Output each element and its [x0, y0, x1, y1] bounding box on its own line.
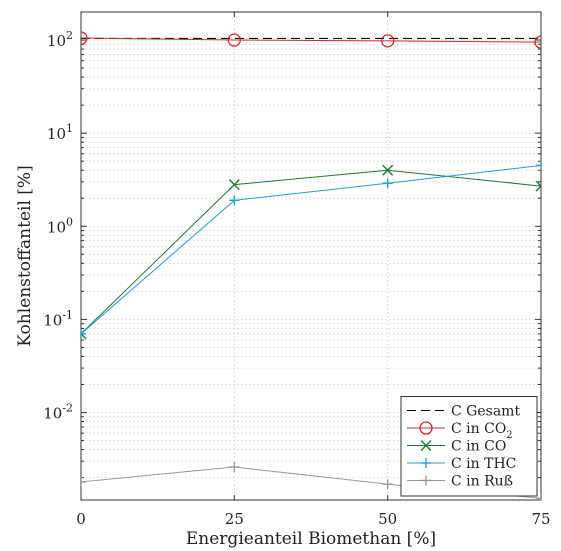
- data-point: [229, 462, 240, 473]
- series-3: [81, 160, 541, 339]
- data-point: [382, 164, 394, 176]
- series-2: [81, 164, 541, 340]
- series-line: [81, 169, 541, 335]
- legend-label: C in CO2: [451, 421, 513, 441]
- data-point: [536, 160, 541, 171]
- axis-ticks: [80, 11, 542, 500]
- data-point: [227, 33, 241, 47]
- x-axis-label: Energieanteil Biomethan [%]: [186, 529, 436, 549]
- y-tick-label: 100: [47, 215, 73, 236]
- legend-label: C in THC: [451, 456, 516, 472]
- series-1: [81, 31, 541, 49]
- data-point: [420, 440, 432, 451]
- legend-item: C in Ruß: [407, 474, 513, 490]
- data-point: [81, 328, 86, 339]
- data-point: [229, 195, 240, 206]
- x-tick-labels: 0 25 50 75: [76, 510, 550, 528]
- y-tick-label: 10-1: [43, 308, 73, 329]
- legend-label: C in CO: [451, 439, 506, 455]
- data-point: [382, 479, 393, 490]
- data-point: [534, 35, 541, 49]
- data-point: [421, 475, 431, 486]
- legend-label: C Gesamt: [451, 404, 520, 420]
- data-point: [419, 421, 433, 435]
- data-point: [81, 31, 88, 45]
- plot-area: [80, 11, 542, 501]
- legend-label: C in Ruß: [451, 474, 513, 490]
- x-tick-label: 75: [531, 510, 550, 528]
- y-axis-label: Kohlenstoffanteil [%]: [15, 165, 35, 346]
- legend-item: C in THC: [407, 456, 516, 472]
- y-tick-labels: 10-2 10-1 100 101 102: [43, 29, 73, 422]
- y-tick-label: 10-2: [43, 402, 73, 423]
- legend-item: C in CO: [407, 439, 506, 455]
- x-tick-label: 50: [378, 510, 397, 528]
- legend-box: [400, 396, 538, 497]
- series-line: [81, 37, 541, 43]
- legend-item: C Gesamt: [407, 404, 520, 420]
- y-tick-label: 101: [47, 122, 73, 143]
- data-point: [81, 476, 86, 487]
- data-point: [381, 34, 395, 48]
- data-point: [228, 179, 240, 191]
- legend-item: C in CO2: [407, 421, 513, 441]
- y-tick-label: 102: [47, 29, 73, 50]
- data-point: [535, 180, 541, 192]
- series-line: [81, 164, 541, 335]
- data-point: [536, 493, 541, 500]
- data-point: [421, 458, 431, 468]
- data-point: [382, 178, 393, 189]
- x-tick-label: 0: [76, 510, 86, 528]
- x-tick-label: 25: [225, 510, 244, 528]
